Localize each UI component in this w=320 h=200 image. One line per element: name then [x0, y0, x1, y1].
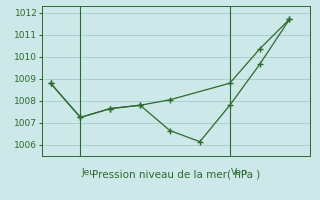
- Text: Ven: Ven: [231, 168, 248, 177]
- X-axis label: Pression niveau de la mer( hPa ): Pression niveau de la mer( hPa ): [92, 170, 260, 180]
- Text: Jeu: Jeu: [82, 168, 96, 177]
